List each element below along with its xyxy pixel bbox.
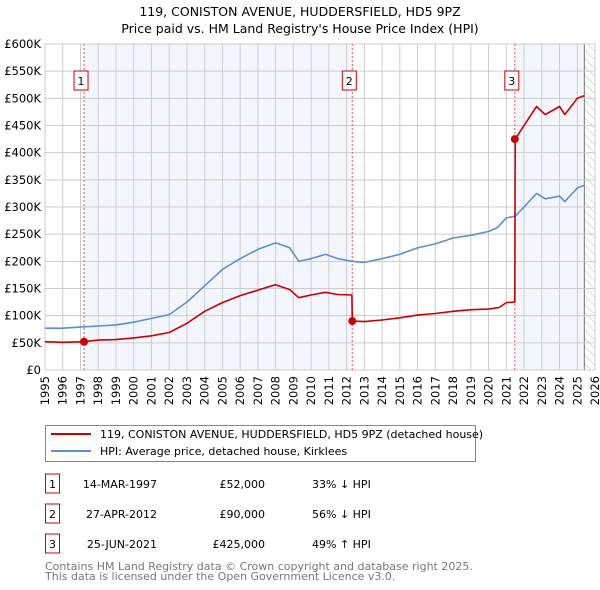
x-tick-label: 2021	[499, 376, 513, 405]
x-tick-label: 2007	[251, 376, 265, 405]
x-tick-label: 2017	[428, 376, 442, 405]
x-tick-label: 2026	[588, 376, 600, 405]
x-tick-label: 2025	[570, 376, 584, 405]
y-tick-label: £450K	[4, 119, 41, 133]
footer-licence: This data is licensed under the Open Gov…	[44, 570, 395, 583]
y-tick-label: £500K	[4, 91, 41, 105]
x-tick-label: 2003	[180, 376, 194, 405]
y-tick-label: £250K	[4, 227, 41, 241]
x-tick-label: 2006	[233, 376, 247, 405]
x-tick-label: 2018	[446, 376, 460, 405]
sale-marker-label: 3	[508, 75, 515, 88]
y-tick-label: £200K	[4, 254, 41, 268]
sale-marker-label: 1	[78, 75, 85, 88]
x-tick-label: 2001	[144, 376, 158, 405]
legend-hpi-label: HPI: Average price, detached house, Kirk…	[100, 445, 347, 458]
x-tick-label: 1998	[91, 376, 105, 405]
row-price: £90,000	[220, 508, 266, 521]
row-number: 3	[49, 538, 56, 551]
x-tick-label: 2023	[535, 376, 549, 405]
x-tick-label: 2022	[517, 376, 531, 405]
y-tick-label: £550K	[4, 64, 41, 78]
hpi-line	[45, 184, 585, 330]
sale-point	[80, 337, 89, 346]
x-tick-label: 2010	[304, 376, 318, 405]
sale-marker-box	[341, 70, 357, 91]
x-tick-label: 1999	[109, 376, 123, 405]
table-row: 1 14-MAR-1997 £52,000 33% ↓ HPI	[45, 473, 371, 494]
x-tick-label: 2016	[411, 376, 425, 405]
x-tick-label: 2008	[269, 376, 283, 405]
x-tick-label: 2015	[393, 376, 407, 405]
x-tick-label: 1996	[56, 376, 70, 405]
legend: 119, CONISTON AVENUE, HUDDERSFIELD, HD5 …	[45, 425, 483, 462]
sale-marker-box	[504, 70, 520, 91]
y-tick-label: £150K	[4, 282, 41, 296]
row-price: £425,000	[213, 538, 266, 551]
y-tick-label: £600K	[4, 37, 41, 51]
y-tick-label: £100K	[4, 309, 41, 323]
row-number-box	[45, 533, 60, 554]
row-number-box	[45, 473, 60, 494]
y-tick-label: £50K	[12, 336, 42, 350]
chart-subtitle: Price paid vs. HM Land Registry's House …	[121, 21, 478, 36]
plot-border	[44, 43, 596, 371]
chart-title: 119, CONISTON AVENUE, HUDDERSFIELD, HD5 …	[139, 4, 460, 19]
transactions-table: 1 14-MAR-1997 £52,000 33% ↓ HPI 2 27-APR-2012…	[45, 473, 371, 554]
footer-copyright: Contains HM Land Registry data © Crown c…	[45, 560, 473, 573]
x-tick-label: 2014	[375, 376, 389, 405]
legend-property-label: 119, CONISTON AVENUE, HUDDERSFIELD, HD5 …	[100, 428, 483, 441]
y-tick-label: £400K	[4, 146, 41, 160]
y-tick-label: £350K	[4, 173, 41, 187]
x-tick-label: 2011	[322, 376, 336, 405]
sale-marker-label: 2	[346, 75, 353, 88]
x-tick-label: 2004	[198, 376, 212, 405]
table-row: 2 27-APR-2012 £90,000 56% ↓ HPI	[45, 503, 371, 524]
y-tick-label: £300K	[4, 200, 41, 214]
x-tick-label: 1997	[73, 376, 87, 405]
table-row: 3 25-JUN-2021 £425,000 49% ↑ HPI	[45, 533, 371, 554]
row-date: 14-MAR-1997	[83, 478, 157, 491]
property-price-line	[44, 94, 585, 344]
x-tick-label: 2009	[286, 376, 300, 405]
x-tick-label: 2002	[162, 376, 176, 405]
x-tick-label: 2000	[127, 376, 141, 405]
row-hpi-diff: 33% ↓ HPI	[312, 478, 371, 491]
x-tick-label: 2012	[340, 376, 354, 405]
row-date: 25-JUN-2021	[87, 538, 157, 551]
x-tick-label: 1995	[38, 376, 52, 405]
row-number: 1	[49, 478, 56, 491]
row-price: £52,000	[220, 478, 266, 491]
sale-marker-box	[73, 70, 89, 91]
sale-point	[510, 135, 519, 144]
x-tick-label: 2020	[482, 376, 496, 405]
plot-area: £0 £50K £100K £150K £200K £250K £300K £350K £400…	[4, 37, 600, 405]
row-hpi-diff: 49% ↑ HPI	[312, 538, 371, 551]
x-tick-label: 2005	[215, 376, 229, 405]
y-tick-label: £0	[26, 363, 41, 377]
x-tick-label: 2013	[357, 376, 371, 405]
row-number: 2	[49, 508, 56, 521]
x-tick-label: 2019	[464, 376, 478, 405]
row-hpi-diff: 56% ↓ HPI	[312, 508, 371, 521]
x-tick-label: 2024	[553, 376, 567, 405]
sale-point	[348, 317, 357, 326]
row-date: 27-APR-2012	[86, 508, 157, 521]
row-number-box	[45, 503, 60, 524]
